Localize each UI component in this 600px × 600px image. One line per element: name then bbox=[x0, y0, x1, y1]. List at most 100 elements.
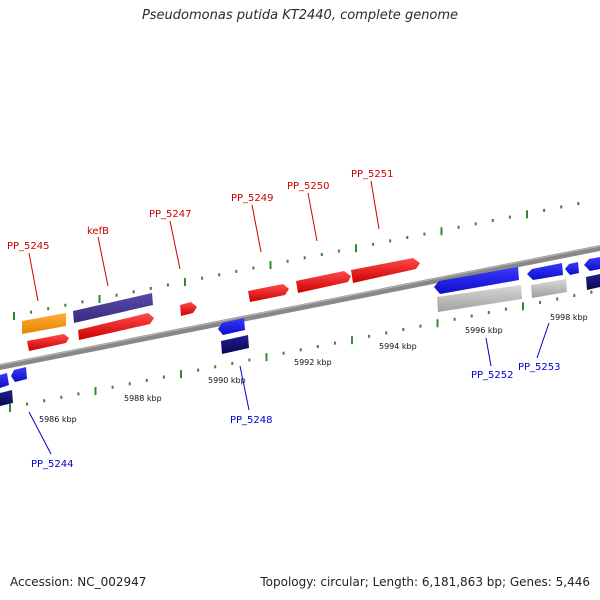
major-tick bbox=[522, 302, 524, 311]
leader-line bbox=[97, 236, 109, 287]
gene-arrow-navy[interactable] bbox=[0, 390, 13, 406]
gene-arrow-pp5250[interactable] bbox=[296, 271, 351, 293]
gene-label-pp5250[interactable]: PP_5250 bbox=[287, 181, 330, 192]
accession-text: Accession: NC_002947 bbox=[10, 575, 147, 589]
minor-tick bbox=[406, 236, 409, 239]
minor-tick bbox=[77, 392, 80, 396]
major-tick bbox=[526, 210, 528, 219]
minor-tick bbox=[282, 351, 285, 355]
leader-line bbox=[169, 220, 181, 270]
major-tick bbox=[355, 244, 357, 253]
minor-tick bbox=[316, 345, 319, 348]
minor-tick bbox=[556, 297, 559, 301]
gene-arrow-red[interactable] bbox=[27, 334, 69, 351]
scale-label: 5996 kbp bbox=[465, 326, 503, 335]
major-tick bbox=[180, 370, 182, 379]
minor-tick bbox=[423, 232, 426, 236]
scale-label: 5988 kbp bbox=[124, 394, 162, 403]
minor-tick bbox=[453, 317, 456, 321]
scale-label: 5986 kbp bbox=[39, 415, 77, 424]
major-tick bbox=[269, 261, 272, 270]
gene-label-pp5249[interactable]: PP_5249 bbox=[231, 193, 274, 204]
gene-arrow-blue[interactable] bbox=[0, 373, 9, 388]
scale-ticks-bottom bbox=[9, 290, 593, 412]
minor-tick bbox=[303, 256, 306, 260]
gene-arrow-gray[interactable] bbox=[437, 285, 522, 312]
gene-label-pp5251[interactable]: PP_5251 bbox=[351, 169, 394, 180]
gene-arrow-blue[interactable] bbox=[527, 263, 563, 280]
gene-label-pp5253[interactable]: PP_5253 bbox=[518, 362, 561, 373]
minor-tick bbox=[166, 283, 169, 287]
gene-arrow-blue[interactable] bbox=[218, 318, 245, 335]
gene-arrow-blue[interactable] bbox=[11, 367, 27, 382]
gene-arrow-kefb[interactable] bbox=[73, 293, 153, 323]
major-tick bbox=[440, 227, 443, 236]
minor-tick bbox=[235, 269, 238, 273]
minor-tick bbox=[573, 294, 576, 298]
minor-tick bbox=[474, 222, 477, 226]
gene-arrow-pp5252[interactable] bbox=[434, 267, 519, 294]
leader-line bbox=[485, 337, 492, 367]
minor-tick bbox=[385, 331, 388, 335]
gene-label-pp5245[interactable]: PP_5245 bbox=[7, 241, 50, 252]
minor-tick bbox=[214, 365, 217, 369]
minor-tick bbox=[470, 314, 473, 318]
minor-tick bbox=[286, 259, 289, 263]
minor-tick bbox=[299, 348, 302, 352]
scale-ticks-top bbox=[13, 202, 580, 320]
major-tick bbox=[184, 278, 186, 287]
minor-tick bbox=[64, 303, 67, 307]
gene-arrow-blue[interactable] bbox=[584, 257, 600, 271]
minor-tick bbox=[218, 273, 221, 277]
minor-tick bbox=[419, 324, 422, 328]
minor-tick bbox=[252, 266, 255, 270]
minor-tick bbox=[402, 328, 405, 331]
gene-arrow-orange[interactable] bbox=[22, 313, 66, 334]
gene-arrow-navy[interactable] bbox=[586, 274, 600, 290]
scale-label: 5990 kbp bbox=[208, 376, 246, 385]
minor-tick bbox=[577, 202, 580, 206]
gene-arrow-pp5248[interactable] bbox=[221, 335, 249, 354]
gene-arrow-pp5251[interactable] bbox=[351, 258, 420, 283]
minor-tick bbox=[539, 300, 542, 304]
minor-tick bbox=[333, 341, 336, 345]
scale-label: 5994 kbp bbox=[379, 342, 417, 351]
leader-line bbox=[307, 192, 318, 242]
minor-tick bbox=[149, 286, 152, 290]
gene-arrow-blue[interactable] bbox=[565, 262, 579, 275]
gene-label-pp5252[interactable]: PP_5252 bbox=[471, 370, 514, 381]
minor-tick bbox=[337, 249, 340, 253]
gene-label-kefb[interactable]: kefB bbox=[87, 226, 109, 237]
genome-summary-text: Topology: circular; Length: 6,181,863 bp… bbox=[260, 575, 590, 589]
leader-line bbox=[28, 252, 39, 302]
minor-tick bbox=[43, 399, 46, 403]
minor-tick bbox=[560, 205, 563, 209]
minor-tick bbox=[487, 311, 490, 314]
genome-backbone-highlight bbox=[0, 245, 600, 366]
scale-label: 5992 kbp bbox=[294, 358, 332, 367]
gene-arrow-pp5249[interactable] bbox=[248, 284, 289, 302]
gene-label-pp5244[interactable]: PP_5244 bbox=[31, 459, 74, 470]
minor-tick bbox=[60, 395, 63, 399]
gene-arrow-pp5247[interactable] bbox=[180, 302, 197, 316]
leader-line bbox=[370, 180, 380, 230]
minor-tick bbox=[111, 385, 114, 389]
gene-label-pp5248[interactable]: PP_5248 bbox=[230, 415, 273, 426]
leader-line bbox=[239, 365, 250, 411]
gene-arrow-red[interactable] bbox=[78, 313, 154, 340]
minor-tick bbox=[26, 402, 29, 406]
gene-label-pp5247[interactable]: PP_5247 bbox=[149, 209, 192, 220]
minor-tick bbox=[197, 368, 200, 372]
minor-tick bbox=[162, 375, 165, 379]
minor-tick bbox=[590, 290, 593, 294]
leader-line bbox=[28, 411, 52, 455]
minor-tick bbox=[115, 293, 118, 297]
minor-tick bbox=[47, 307, 50, 311]
gene-arrow-gray[interactable] bbox=[531, 279, 567, 298]
minor-tick bbox=[132, 290, 135, 294]
scale-label: 5998 kbp bbox=[550, 313, 588, 322]
minor-tick bbox=[248, 358, 251, 362]
major-tick bbox=[98, 295, 101, 303]
